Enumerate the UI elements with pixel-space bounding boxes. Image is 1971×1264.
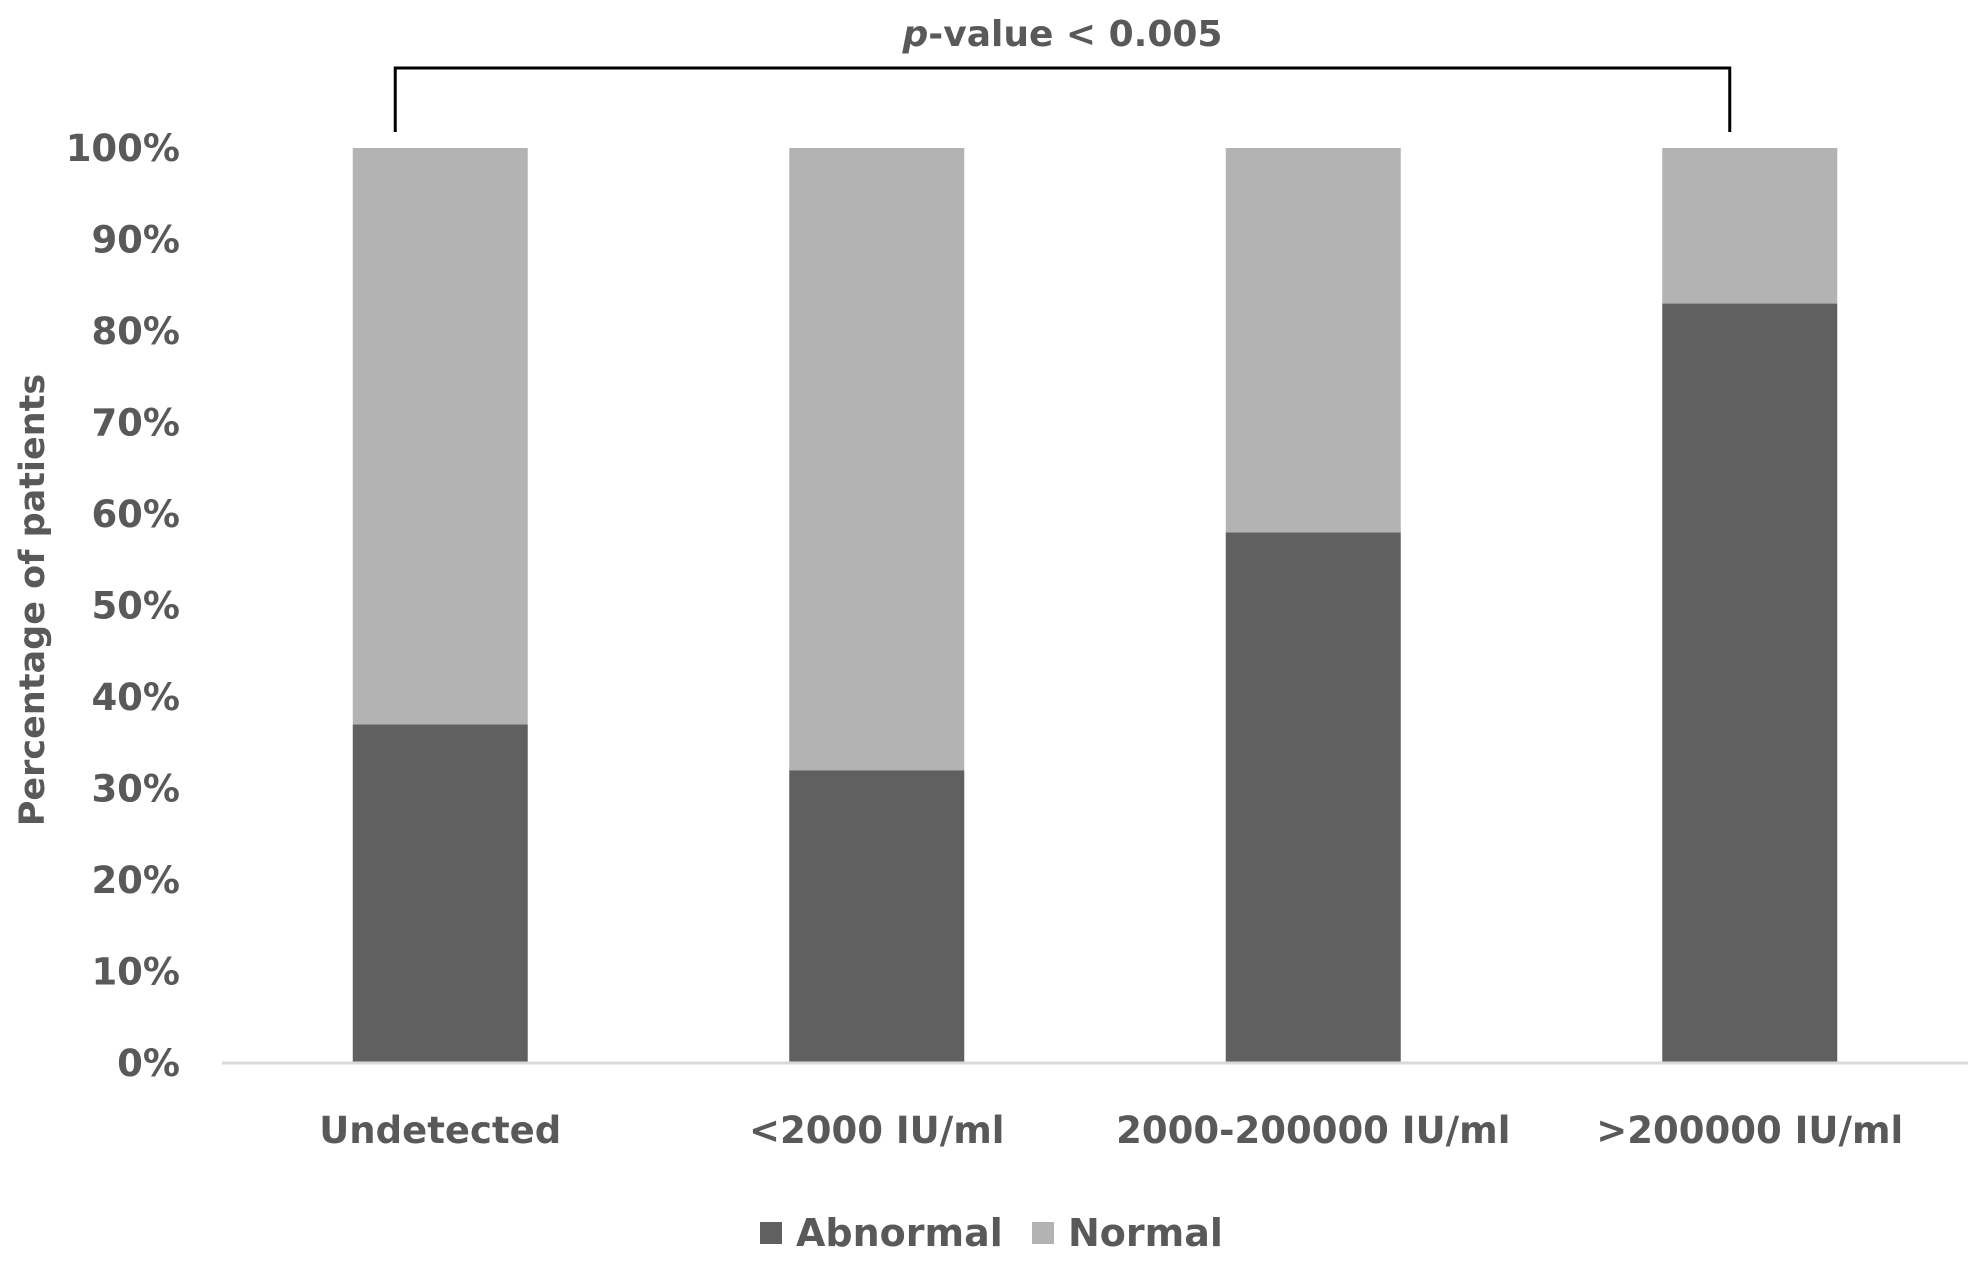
- bar-abnormal: [1662, 303, 1838, 1063]
- bar-abnormal: [789, 770, 965, 1063]
- bar-normal: [789, 148, 965, 771]
- y-tick-label: 50%: [91, 585, 180, 628]
- y-axis-ticks: 0% 10% 20% 30% 40% 50% 60% 70% 80% 90% 100%: [66, 127, 180, 1085]
- bar-normal: [1225, 148, 1401, 533]
- legend-swatch-normal: [1032, 1222, 1054, 1244]
- significance-bracket: [393, 66, 1732, 132]
- y-tick-label: 70%: [91, 402, 180, 445]
- x-category-label: 2000-200000 IU/ml: [1116, 1109, 1510, 1152]
- legend-label-abnormal: Abnormal: [796, 1211, 1003, 1255]
- y-tick-label: 100%: [66, 127, 180, 170]
- bar-abnormal: [1225, 532, 1401, 1063]
- y-tick-label: 90%: [91, 219, 180, 262]
- bar-normal: [1662, 148, 1838, 304]
- y-tick-label: 0%: [117, 1042, 180, 1085]
- p-value-label: p-value < 0.005: [902, 14, 1223, 55]
- bar-normal: [352, 148, 528, 725]
- significance-annotation: p-value < 0.005: [393, 14, 1732, 132]
- y-tick-label: 60%: [91, 493, 180, 536]
- bar-abnormal: [352, 724, 528, 1063]
- y-tick-label: 10%: [91, 951, 180, 994]
- x-category-label: >200000 IU/ml: [1596, 1109, 1903, 1152]
- legend: Abnormal Normal: [760, 1211, 1223, 1255]
- x-category-label: <2000 IU/ml: [749, 1109, 1004, 1152]
- y-axis-label: Percentage of patients: [13, 374, 53, 826]
- legend-swatch-abnormal: [760, 1222, 782, 1244]
- y-tick-label: 80%: [91, 310, 180, 353]
- legend-label-normal: Normal: [1068, 1211, 1223, 1255]
- y-tick-label: 20%: [91, 859, 180, 902]
- y-tick-label: 40%: [91, 676, 180, 719]
- x-category-label: Undetected: [319, 1109, 561, 1152]
- bars: [352, 148, 1838, 1063]
- x-axis-categories: Undetected <2000 IU/ml 2000-200000 IU/ml >2…: [319, 1109, 1903, 1152]
- y-tick-label: 30%: [91, 768, 180, 811]
